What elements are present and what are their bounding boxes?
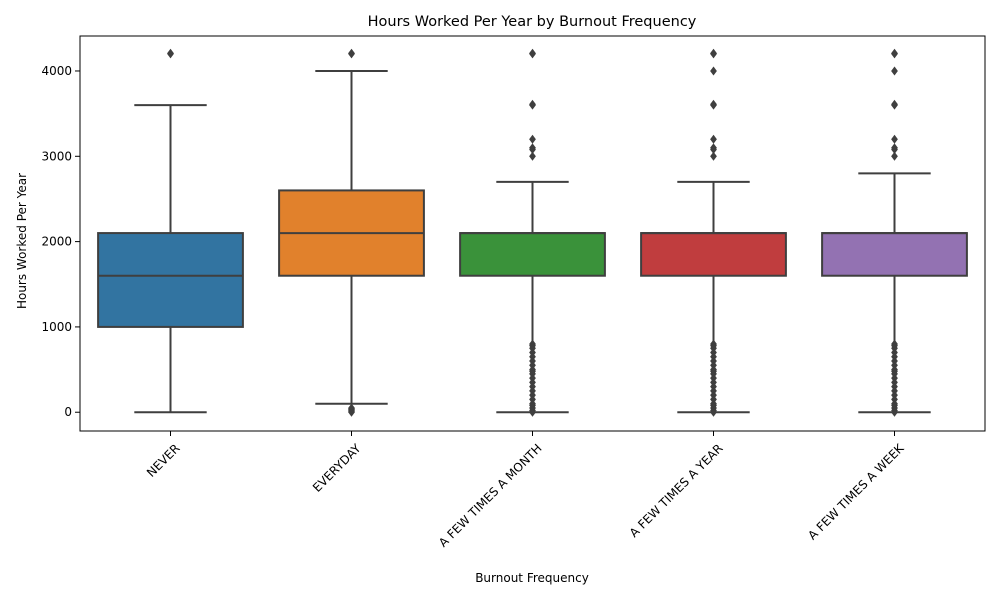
- outlier-point: [529, 48, 536, 58]
- x-tick-label: A FEW TIMES A WEEK: [805, 440, 907, 542]
- x-tick-label: A FEW TIMES A YEAR: [627, 441, 726, 540]
- x-tick-label: EVERYDAY: [310, 441, 364, 495]
- outlier-point: [529, 407, 536, 417]
- box: [459, 232, 606, 277]
- outlier-point: [348, 403, 355, 413]
- outlier-point: [891, 48, 898, 58]
- outlier-point: [529, 134, 536, 144]
- y-tick-label: 3000: [41, 149, 72, 163]
- outlier-point: [891, 134, 898, 144]
- outlier-point: [167, 48, 174, 58]
- outlier-point: [710, 99, 717, 109]
- plot-area: [97, 48, 968, 417]
- y-tick-label: 2000: [41, 235, 72, 249]
- box-group: [821, 48, 968, 417]
- box: [821, 232, 968, 277]
- y-tick-label: 1000: [41, 320, 72, 334]
- outlier-point: [529, 151, 536, 161]
- outlier-point: [348, 48, 355, 58]
- y-tick-label: 0: [64, 405, 72, 419]
- outlier-point: [529, 99, 536, 109]
- box: [97, 232, 244, 328]
- outlier-point: [891, 66, 898, 76]
- outlier-point: [710, 66, 717, 76]
- x-tick-label: NEVER: [144, 441, 183, 480]
- chart-title: Hours Worked Per Year by Burnout Frequen…: [368, 14, 697, 30]
- outlier-point: [891, 99, 898, 109]
- y-axis: 0 1000 2000 3000 4000: [41, 64, 80, 419]
- y-tick-label: 4000: [41, 64, 72, 78]
- outlier-point: [710, 151, 717, 161]
- outlier-point: [891, 151, 898, 161]
- outlier-point: [710, 48, 717, 58]
- box-group: [640, 48, 787, 417]
- outlier-point: [710, 134, 717, 144]
- box: [640, 232, 787, 277]
- box-group: [97, 48, 244, 414]
- x-tick-label: A FEW TIMES A MONTH: [436, 441, 545, 550]
- outlier-point: [891, 407, 898, 417]
- x-axis-label: Burnout Frequency: [475, 571, 589, 585]
- y-axis-label: Hours Worked Per Year: [15, 173, 29, 309]
- outlier-point: [710, 407, 717, 417]
- box-group: [278, 48, 425, 417]
- box-group: [459, 48, 606, 417]
- x-axis: NEVER EVERYDAY A FEW TIMES A MONTH A FEW TI…: [144, 431, 907, 550]
